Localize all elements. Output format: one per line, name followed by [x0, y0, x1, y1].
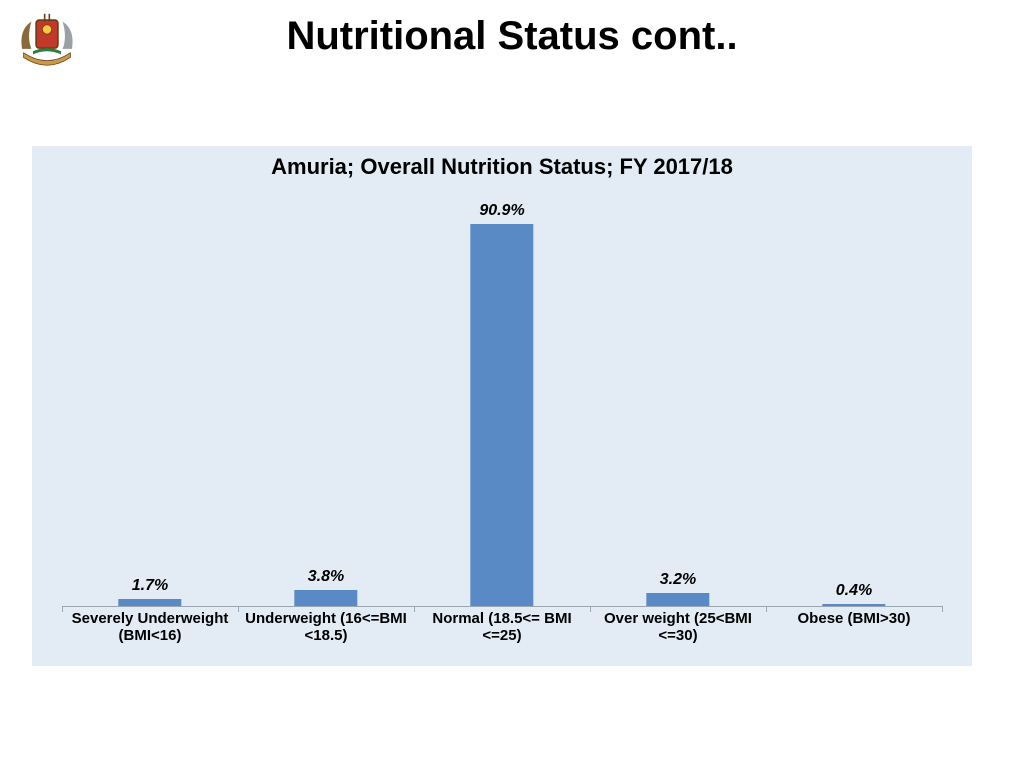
bar-value-label: 3.2% — [590, 571, 766, 589]
chart-panel: Amuria; Overall Nutrition Status; FY 201… — [32, 146, 972, 666]
bar-value-label: 0.4% — [766, 582, 942, 600]
slide: Nutritional Status cont.. Amuria; Overal… — [0, 0, 1024, 768]
bar-value-label: 3.8% — [238, 568, 414, 586]
bar-slot: 3.8% — [238, 186, 414, 606]
bar-value-label: 1.7% — [62, 577, 238, 595]
chart-title: Amuria; Overall Nutrition Status; FY 201… — [32, 154, 972, 180]
x-axis-label: Underweight (16<=BMI <18.5) — [238, 610, 414, 645]
bar — [470, 224, 533, 606]
bar-slot: 1.7% — [62, 186, 238, 606]
bar-slot: 90.9% — [414, 186, 590, 606]
slide-title: Nutritional Status cont.. — [0, 14, 1024, 59]
x-axis-label: Obese (BMI>30) — [766, 610, 942, 627]
bar — [294, 590, 357, 606]
chart-plot-area: 1.7%3.8% 90.9% 3.2%0.4% — [62, 186, 942, 606]
bar-slot: 0.4% — [766, 186, 942, 606]
x-axis-labels: Severely Underweight (BMI<16)Underweight… — [62, 610, 942, 660]
x-axis-label: Over weight (25<BMI <=30) — [590, 610, 766, 645]
bar-value-label: 90.9% — [414, 202, 590, 220]
x-axis-line — [62, 606, 942, 607]
x-axis-label: Severely Underweight (BMI<16) — [62, 610, 238, 645]
bar-slot: 3.2% — [590, 186, 766, 606]
x-axis-label: Normal (18.5<= BMI <=25) — [414, 610, 590, 645]
x-tick — [942, 606, 943, 612]
bar — [118, 599, 181, 606]
bar — [646, 593, 709, 606]
